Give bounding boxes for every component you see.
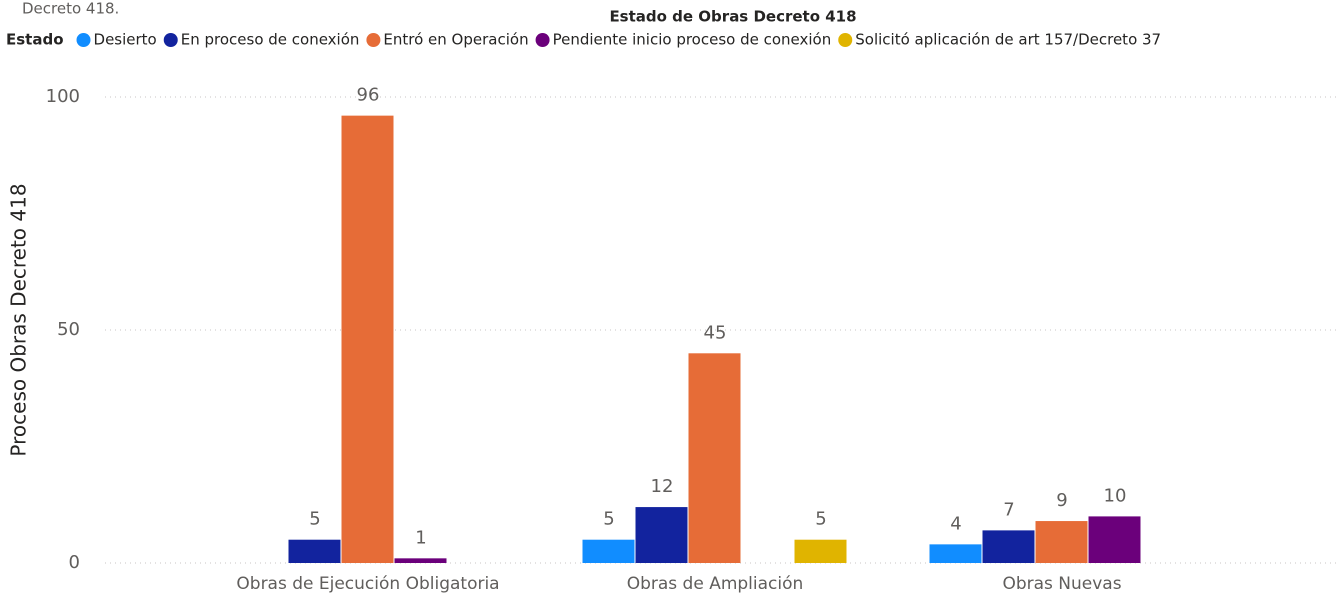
data-label: 45 [704,322,727,343]
legend-title: Estado [6,31,64,49]
data-label: 7 [1003,499,1014,520]
chart-title: Estado de Obras Decreto 418 [609,8,856,26]
legend-label: Desierto [94,31,157,49]
bar [794,539,847,563]
bar [982,530,1035,563]
data-label: 5 [815,509,826,530]
legend-marker [163,33,178,47]
data-label: 96 [357,85,380,106]
caption: Decreto 418. [22,0,119,18]
bar [929,544,982,563]
data-label: 5 [309,509,320,530]
data-label: 9 [1056,490,1067,511]
bar [1035,521,1088,563]
legend-label: Solicitó aplicación de art 157/Decreto 3… [855,31,1161,49]
y-axis-label: Proceso Obras Decreto 418 [7,183,31,456]
data-label: 4 [950,513,961,534]
y-tick-label: 0 [69,552,80,573]
data-label: 1 [415,527,426,548]
x-tick-label: Obras de Ejecución Obligatoria [236,574,499,594]
data-label: 10 [1104,485,1127,506]
data-label: 12 [651,476,674,497]
bar [582,539,635,563]
bar [1088,516,1141,563]
legend-marker [76,33,91,47]
data-label: 5 [603,509,614,530]
y-tick-label: 100 [46,86,80,107]
bar [341,115,394,563]
x-tick-label: Obras Nuevas [1002,574,1121,594]
legend-label: Pendiente inicio proceso de conexión [553,31,832,49]
legend-label: Entró en Operación [383,31,528,49]
bar [394,558,447,563]
legend-marker [535,33,550,47]
bar [288,539,341,563]
legend-marker [838,33,853,47]
legend-label: En proceso de conexión [181,31,360,49]
bar [635,507,688,563]
y-tick-label: 50 [57,319,80,340]
legend-marker [366,33,381,47]
x-tick-label: Obras de Ampliación [627,574,804,594]
bar [688,353,741,563]
